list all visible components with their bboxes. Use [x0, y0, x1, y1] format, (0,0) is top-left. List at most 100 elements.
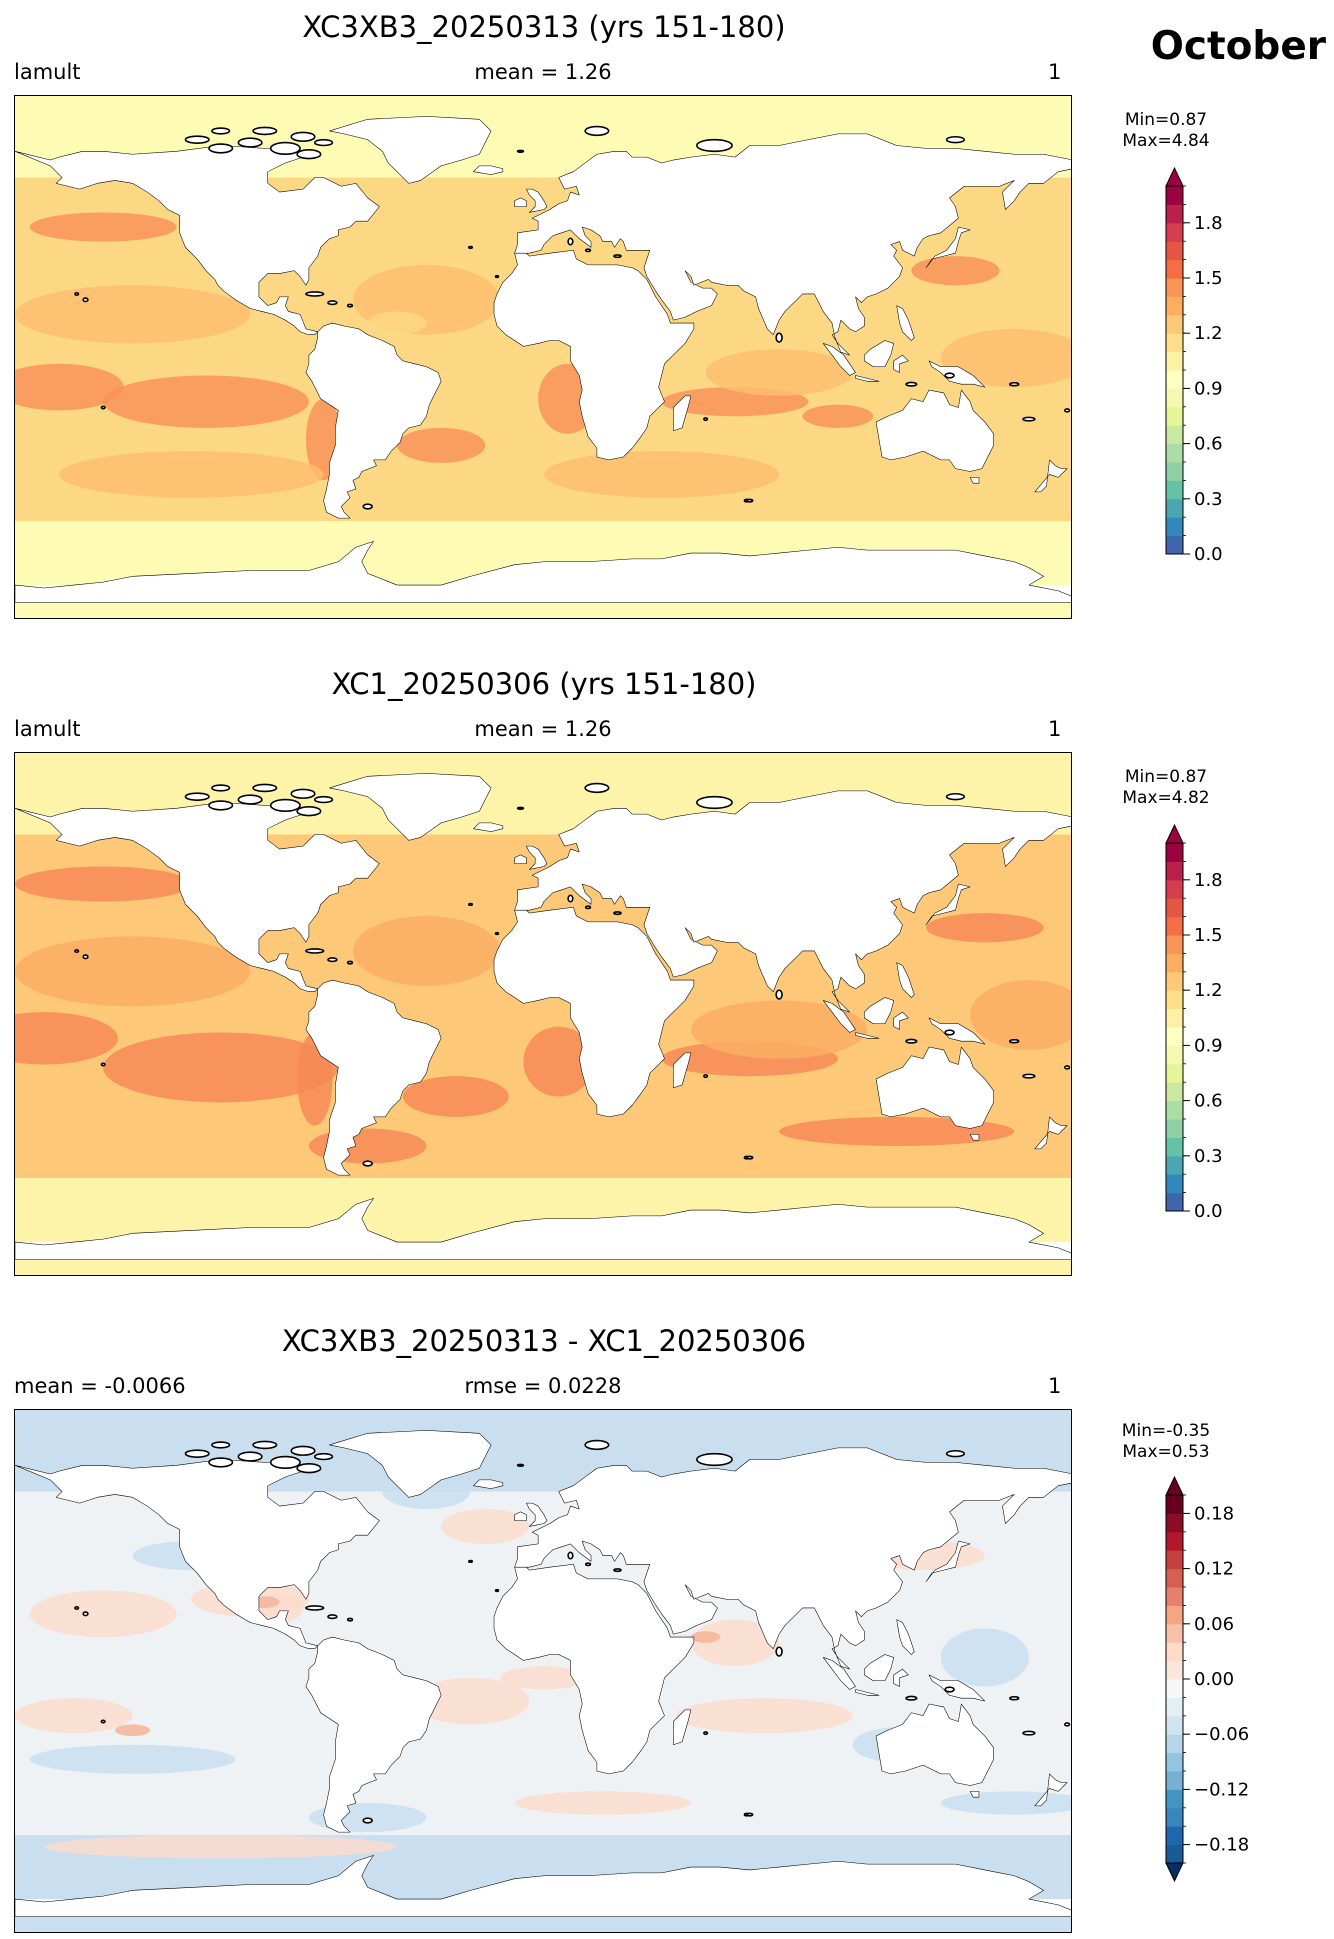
variable-label: lamult — [14, 60, 81, 84]
island — [83, 955, 88, 958]
island — [297, 1464, 321, 1473]
colorbar-segment — [1166, 259, 1183, 279]
colorbar-tick-label: 0.0 — [1194, 1201, 1223, 1222]
map-panel — [14, 1409, 1072, 1933]
land-mass — [926, 1541, 970, 1582]
island — [271, 800, 300, 812]
land-mass — [897, 1620, 915, 1655]
colorbar-tick-label: 1.5 — [1194, 925, 1223, 946]
land-mass — [515, 1512, 527, 1521]
island — [83, 1612, 88, 1615]
island — [704, 1075, 708, 1077]
colorbar-segment — [1166, 535, 1183, 555]
colorbar-segment — [1166, 1807, 1183, 1827]
island — [469, 1561, 473, 1563]
land-mass — [306, 980, 441, 1175]
colorbar-segment — [1166, 1660, 1183, 1680]
island — [328, 301, 337, 304]
island — [306, 1606, 324, 1610]
colorbar-segment — [1166, 222, 1183, 242]
max-value: Max=0.53 — [1122, 1442, 1210, 1462]
land-mass — [876, 390, 994, 472]
island — [945, 1030, 954, 1035]
colorbar-segment — [1166, 370, 1183, 389]
island — [253, 784, 277, 791]
colorbar-segment — [1166, 1513, 1183, 1533]
land-mass — [823, 1657, 855, 1689]
island — [586, 249, 591, 251]
field-patch — [29, 212, 177, 242]
field-patch — [73, 343, 251, 361]
colorbar-segment — [1166, 1789, 1183, 1809]
land-mass — [1035, 460, 1067, 492]
island — [185, 136, 209, 143]
land-mass — [306, 323, 441, 518]
colorbar-segment — [1166, 1174, 1183, 1194]
colorbar-segment — [1166, 1752, 1183, 1772]
island — [568, 238, 573, 244]
land-mass — [515, 855, 527, 864]
land-mass — [970, 1134, 979, 1140]
field-patch — [940, 328, 1071, 388]
land-mass — [929, 1018, 985, 1044]
min-value: Min=0.87 — [1124, 110, 1208, 130]
island — [1010, 1040, 1019, 1043]
colorbar-tick-label: 0.3 — [1194, 489, 1223, 510]
field-patch — [705, 349, 853, 396]
field-patch — [514, 1791, 691, 1815]
land-mass — [929, 361, 985, 387]
island — [328, 958, 337, 961]
colorbar-segment — [1166, 278, 1183, 297]
island — [315, 1454, 333, 1460]
colorbar-segment — [1166, 1734, 1183, 1754]
colorbar-segment — [1166, 443, 1183, 463]
field-patch — [690, 1631, 721, 1643]
island — [101, 1063, 105, 1065]
field-patch — [802, 404, 874, 428]
colorbar-segment — [1166, 990, 1183, 1010]
island — [315, 797, 333, 803]
colorbar-segment — [1166, 953, 1183, 973]
max-value: Max=4.82 — [1122, 788, 1210, 808]
colorbar-tick-label: 0.9 — [1194, 378, 1223, 399]
colorbar-extend-max — [1165, 823, 1184, 844]
colorbar-segment — [1166, 1587, 1183, 1606]
island — [697, 1454, 732, 1466]
island — [1010, 383, 1019, 386]
land-mass — [494, 250, 694, 460]
island — [518, 1464, 524, 1466]
land-mass — [329, 773, 491, 840]
colorbar-segment — [1166, 462, 1183, 481]
island — [747, 1156, 753, 1158]
colorbar-tick-label: 0.3 — [1194, 1146, 1223, 1167]
land-mass — [876, 1704, 994, 1786]
colorbar-segment — [1166, 1642, 1183, 1662]
colorbar-tick-label: 0.9 — [1194, 1035, 1223, 1056]
field-patch — [15, 936, 251, 1007]
colorbar-segment — [1166, 843, 1183, 862]
island — [83, 298, 88, 301]
colorbar-segment — [1166, 480, 1183, 500]
colorbar-segment — [1166, 517, 1183, 537]
land-mass — [473, 1480, 502, 1489]
land-mass — [515, 134, 1071, 355]
island — [75, 1607, 79, 1609]
colorbar-segment — [1166, 1826, 1183, 1846]
island — [348, 961, 353, 963]
mean-label: mean = -0.0066 — [14, 1374, 186, 1398]
field-patch — [15, 363, 124, 411]
land-mass — [1035, 1117, 1067, 1149]
land-mass — [15, 1198, 1071, 1259]
land-mass — [306, 1637, 441, 1832]
island — [747, 1813, 753, 1815]
land-mass — [15, 145, 379, 334]
map-panel — [14, 752, 1072, 1276]
colorbar-segment — [1166, 1119, 1183, 1138]
land-mass — [894, 1669, 909, 1686]
island — [271, 1457, 300, 1469]
land-mass — [897, 963, 915, 998]
land-mass — [1035, 1774, 1067, 1806]
land-mass — [864, 341, 893, 367]
land-mass — [823, 1000, 855, 1032]
island — [697, 140, 732, 152]
